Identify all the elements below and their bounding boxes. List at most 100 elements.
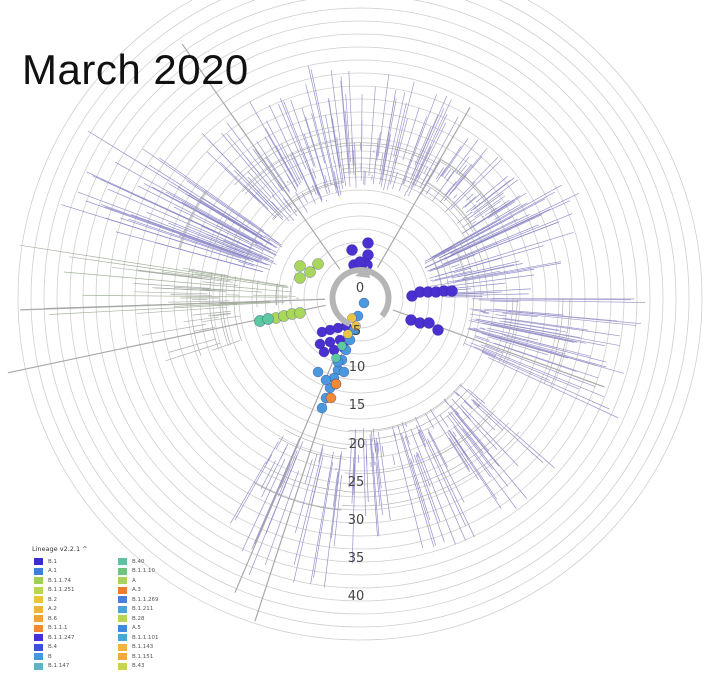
legend-item[interactable]: B.6 [34,614,75,624]
tree-branch [460,385,478,400]
radial-tick-label: 25 [348,475,365,490]
legend-item[interactable]: B.28 [118,614,159,624]
sample-tip [424,318,435,329]
legend-item[interactable]: B.1.1.269 [118,595,159,605]
legend-item[interactable]: B.4 [34,643,75,653]
tree-branch [473,180,518,213]
sample-tip [295,308,306,319]
legend-swatch [34,653,43,660]
legend-swatch [118,606,127,613]
tree-branch [266,441,279,463]
sample-tip [263,314,274,325]
legend-label: B.1 [48,559,57,565]
legend-label: B.1.1.269 [132,597,159,603]
tree-branch [425,413,433,428]
legend-item[interactable]: A.5 [118,624,159,634]
legend-swatch [34,644,43,651]
legend-item[interactable]: B.40 [118,557,159,567]
tree-branch [324,454,340,587]
tree-branch [432,140,478,201]
sample-tip [319,347,329,357]
radial-tick-label: 20 [349,437,366,452]
legend-swatch [118,577,127,584]
tree-branch [49,302,284,314]
legend-label: B.1.211 [132,606,153,612]
tree-branch [489,337,548,355]
tree-branch [369,87,375,176]
radial-tick-label: 40 [348,589,365,604]
legend-item[interactable]: B.1.151 [118,652,159,662]
tree-branch [242,459,285,551]
radial-tick-label: 10 [349,360,366,375]
sample-tip [313,367,323,377]
legend-item[interactable]: B [34,652,75,662]
sample-tip [317,403,327,413]
legend-item[interactable]: B.1.1.74 [34,576,75,586]
legend-label: A.3 [132,587,141,593]
legend-item[interactable]: B.1.1.1 [34,624,75,634]
tree-branch [189,270,287,286]
legend-swatch [34,625,43,632]
sample-tip [338,342,347,351]
time-ring [83,21,637,575]
tree-branch [142,324,206,335]
tree-branch [427,439,474,537]
legend-label: B.1.1.247 [48,635,75,641]
legend-label: B.4 [48,644,57,650]
legend-item[interactable]: A.1 [34,567,75,577]
legend-label: B.1.1.1 [48,625,68,631]
legend-item[interactable]: B.1 [34,557,75,567]
tree-branch [168,301,229,302]
tree-branch [207,152,259,202]
legend-item[interactable]: B.2 [34,595,75,605]
legend-item[interactable]: B.1.211 [118,605,159,615]
legend-item[interactable]: B.1.143 [118,643,159,653]
legend-item[interactable]: A.3 [118,586,159,596]
tree-branch [202,133,277,212]
tree-branch [405,436,414,462]
tree-branch [436,167,446,182]
legend-swatch [118,587,127,594]
legend-swatch [118,558,127,565]
tree-branch [261,447,286,498]
tree-branch [312,113,325,163]
legend-title[interactable]: Lineage v2.2.1 ^ [32,545,88,553]
legend-swatch [34,606,43,613]
legend-item[interactable]: B.1.1.10 [118,567,159,577]
legend-label: B.40 [132,559,145,565]
legend-label: B.1.143 [132,644,153,650]
legend-swatch [34,587,43,594]
legend-item[interactable]: B.1.147 [34,662,75,672]
sample-tip [339,367,349,377]
legend-swatch [118,644,127,651]
legend-item[interactable]: B.1.1.101 [118,633,159,643]
tree-branch [447,171,455,181]
tree-branch [271,238,281,245]
sample-tip [326,393,336,403]
sample-tip [321,375,331,385]
legend-swatch [118,596,127,603]
sample-tip [344,330,353,339]
legend-item[interactable]: A [118,576,159,586]
tree-branch [455,289,470,290]
tree-branch [404,191,406,196]
legend-swatch [118,615,127,622]
legend-item[interactable]: B.43 [118,662,159,672]
tree-branch [451,264,459,267]
tree-arc [191,269,201,356]
legend-item[interactable]: B.1.1.251 [34,586,75,596]
tree-branch [329,99,340,167]
legend-swatch [34,615,43,622]
legend-label: A.1 [48,568,57,574]
legend-item[interactable]: B.1.1.247 [34,633,75,643]
tree-branch [366,455,368,502]
tree-branch [456,148,487,185]
legend-item[interactable]: A.2 [34,605,75,615]
tree-branch [253,295,296,296]
sample-tip [359,298,369,308]
legend-swatch [118,663,127,670]
tree-branch [365,171,366,185]
tree-branch [428,429,448,467]
